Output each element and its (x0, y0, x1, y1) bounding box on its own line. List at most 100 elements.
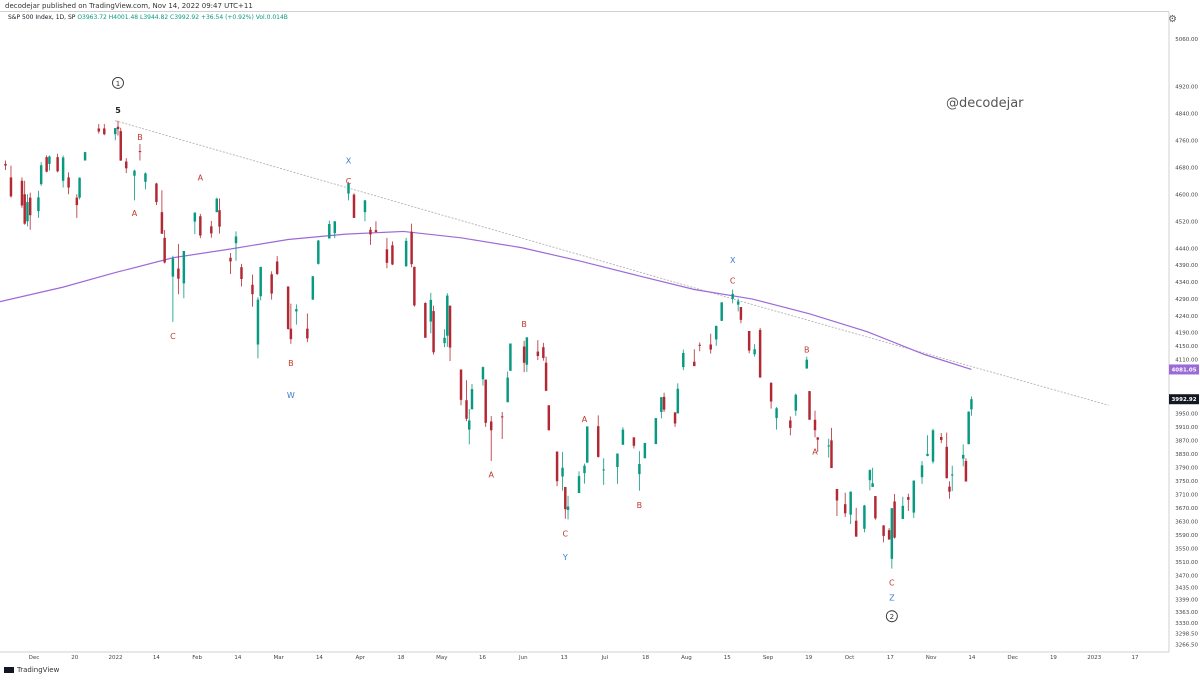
time-tick-label: 19 (805, 655, 812, 661)
time-tick-label: Dec (29, 655, 40, 661)
candle (465, 380, 468, 422)
candle (868, 469, 872, 491)
candle-body (863, 505, 866, 529)
candle-body (698, 344, 701, 346)
candle (736, 298, 740, 312)
candle (369, 227, 372, 245)
candle-body (229, 257, 232, 262)
candle-body (413, 266, 416, 306)
price-tick-label: 3399.00 (1175, 598, 1198, 604)
candle (945, 432, 948, 479)
wave-degree-label: 2 (890, 613, 894, 621)
candle (586, 426, 589, 463)
candle (295, 304, 298, 325)
candle-body (306, 328, 309, 339)
price-tick-label: 3510.00 (1175, 560, 1198, 566)
candle-body (964, 460, 968, 482)
candle-body (286, 286, 290, 329)
candle-body (805, 359, 809, 369)
candle (901, 496, 905, 520)
wave-label: Z (889, 594, 895, 603)
price-tick-label: 4290.00 (1175, 297, 1198, 303)
candle-body (945, 446, 948, 479)
candle-body (564, 486, 567, 510)
candle (61, 155, 65, 188)
wave-label: B (288, 359, 294, 368)
candle-body (61, 157, 65, 181)
candle (890, 508, 894, 569)
candle (747, 331, 751, 354)
time-axis[interactable]: Dec 20 2022 14 Feb 14 Mar 14 Apr 18 May 16 Jun 13 Jul 1… (0, 651, 1169, 661)
candle (673, 412, 677, 427)
candle-body (23, 194, 26, 224)
time-tick-label: Nov (926, 655, 937, 661)
time-tick-label: May (436, 655, 448, 661)
candle (289, 303, 293, 344)
candle-body (124, 161, 128, 169)
gear-icon[interactable]: ⚙ (1168, 14, 1177, 25)
candle-body (561, 467, 564, 477)
price-axis[interactable]: 5060.00 4920.00 4840.00 4760.00 4680.00 4600.… (1168, 12, 1199, 652)
price-tick-label: 3710.00 (1175, 493, 1198, 499)
candle-body (682, 352, 685, 368)
candle (509, 343, 512, 371)
candle-body (555, 451, 559, 482)
candle-body (45, 157, 48, 172)
candle (769, 381, 773, 409)
candle (256, 297, 260, 359)
candle-body (259, 266, 262, 297)
ohlc-values: O3963.72 H4001.48 L3944.82 C3992.92 +36.… (77, 14, 288, 21)
price-tick-label: 3435.00 (1175, 586, 1198, 592)
footer-branding: TradingView (4, 666, 59, 674)
symbol-label: S&P 500 Index, 1D, SP (8, 14, 76, 21)
candle (967, 411, 970, 445)
candle-body (583, 465, 586, 474)
candle-body (643, 443, 647, 459)
candle-body (769, 382, 773, 402)
candle (843, 492, 847, 517)
candle-body (602, 469, 605, 471)
candle-body (509, 343, 512, 371)
candle-body (835, 488, 839, 501)
candle-body (525, 337, 529, 365)
candle-body (758, 329, 762, 378)
price-tick-label: 3590.00 (1175, 533, 1198, 539)
candle (155, 182, 158, 206)
candle (286, 286, 290, 330)
wave-label: 5 (115, 106, 121, 115)
candle (964, 458, 968, 482)
candle (413, 266, 416, 307)
candle (926, 435, 929, 457)
candle-body (874, 496, 877, 519)
price-tick-label: 3830.00 (1175, 452, 1198, 458)
candle-body (275, 261, 279, 274)
candle (805, 356, 809, 369)
candle (830, 427, 833, 469)
wave-label: Y (562, 553, 568, 562)
candle (240, 263, 243, 287)
candle (199, 213, 202, 239)
candle (682, 349, 685, 371)
candle (555, 451, 559, 487)
candle-body (912, 480, 916, 513)
candle-body (882, 525, 885, 536)
candle-body (9, 177, 13, 197)
time-tick-label: 18 (642, 655, 649, 661)
candle-body (827, 445, 830, 447)
candle-body (97, 128, 101, 132)
candle-body (133, 170, 136, 176)
candle (940, 432, 943, 444)
candle-body (940, 436, 943, 441)
time-tick-label: Oct (845, 655, 855, 661)
brand-name: TradingView (17, 666, 60, 674)
symbol-legend: S&P 500 Index, 1D, SP O3963.72 H4001.48 … (8, 14, 288, 21)
wave-label: A (132, 209, 138, 218)
candle-body (808, 391, 811, 420)
candle-body (753, 349, 756, 355)
candle-body (950, 474, 954, 476)
candle (871, 467, 874, 487)
candle-body (28, 197, 32, 216)
candle-body (311, 276, 315, 300)
candle (26, 194, 29, 227)
